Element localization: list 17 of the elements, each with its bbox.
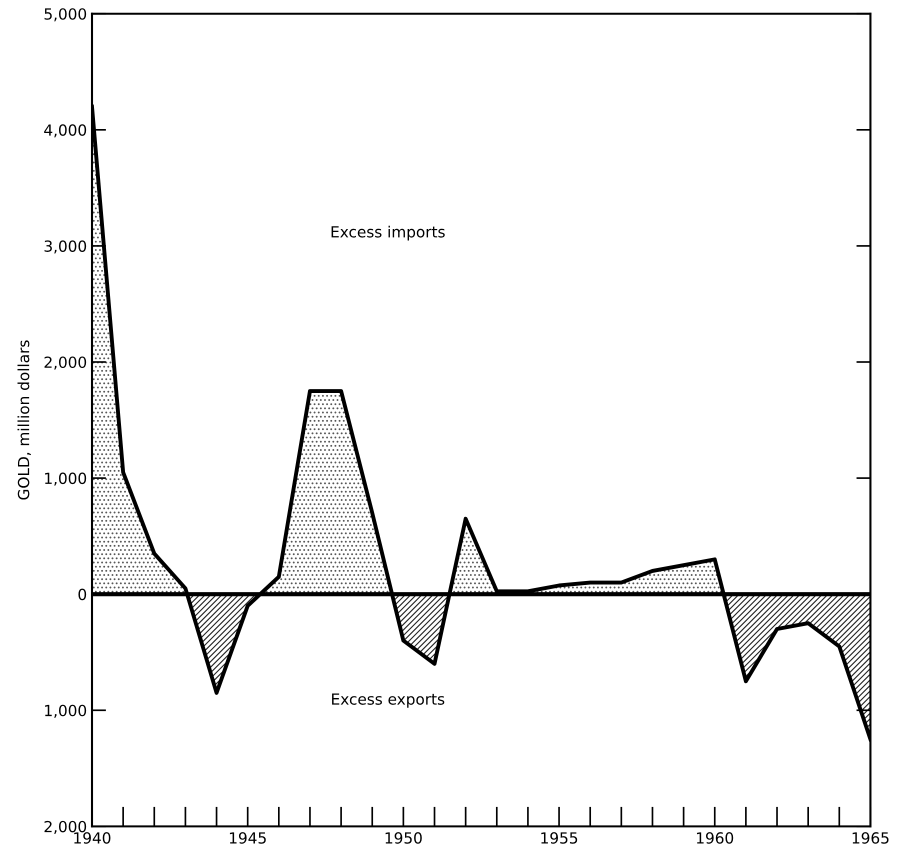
y-tick-label: 5,000 xyxy=(44,8,86,22)
y-tick-label: 2,000 xyxy=(44,820,86,834)
x-tick-label: 1940 xyxy=(74,832,110,844)
annotation: Excess exports xyxy=(332,693,444,708)
x-tick-label: 1955 xyxy=(541,832,578,844)
x-tick-label: 1960 xyxy=(696,832,734,844)
annotation: Excess imports xyxy=(332,226,445,241)
x-tick-label: 1965 xyxy=(852,832,889,844)
y-tick-label: 2,000 xyxy=(44,356,86,370)
y-axis-title: GOLD, million dollars xyxy=(18,340,31,500)
x-tick-label: 1950 xyxy=(386,832,422,844)
y-tick-label: 3,000 xyxy=(44,240,86,254)
y-tick-label: 0 xyxy=(78,588,86,600)
y-tick-label: 1,000 xyxy=(45,704,86,718)
y-tick-label: 4,000 xyxy=(44,124,86,138)
y-tick-label: 1,000 xyxy=(45,472,86,486)
x-tick-label: 1945 xyxy=(230,832,266,844)
